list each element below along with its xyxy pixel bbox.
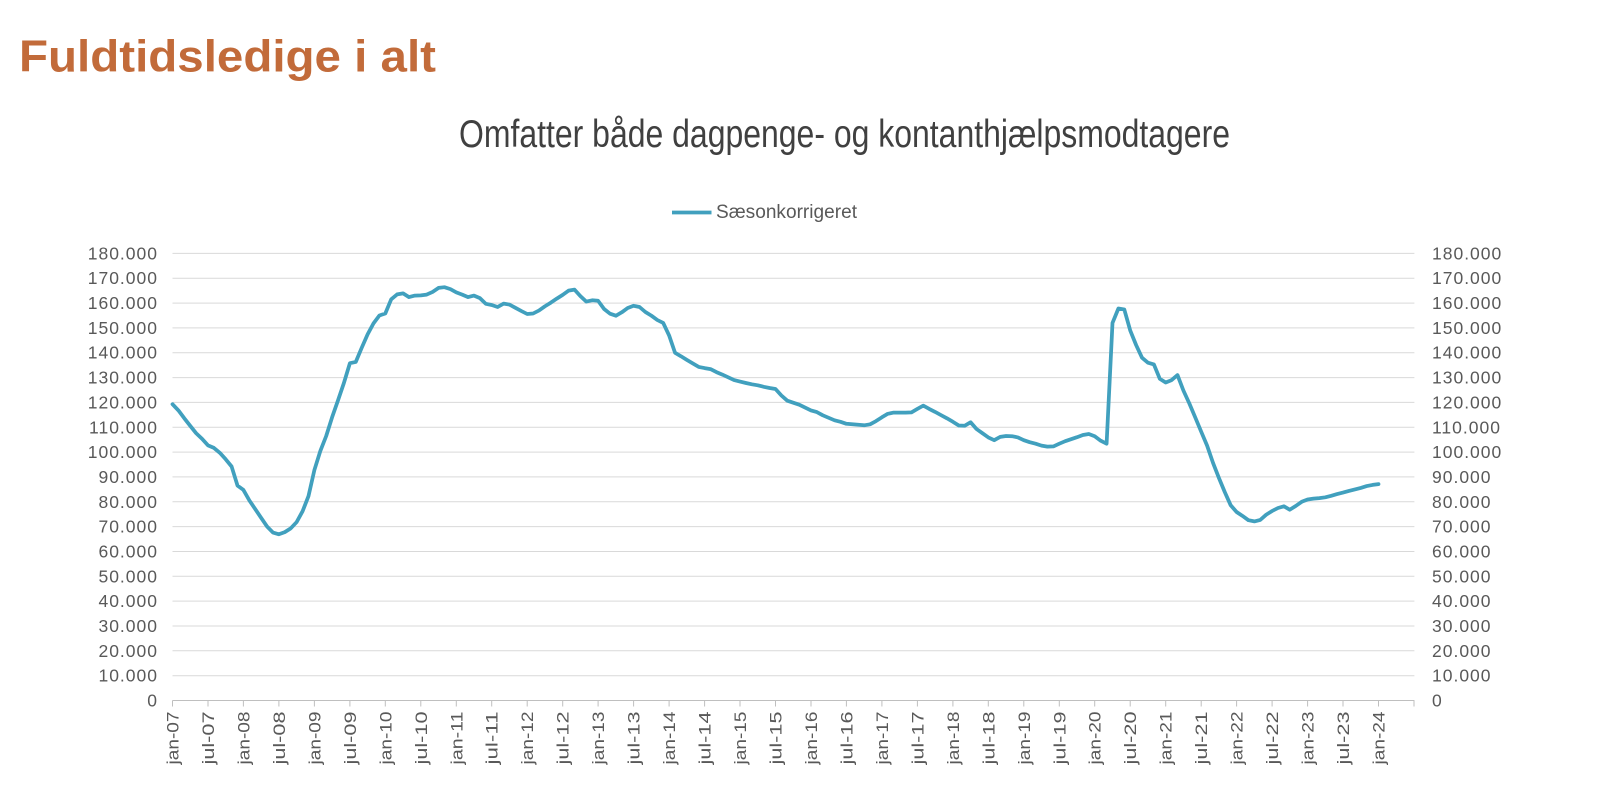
svg-text:10.000: 10.000 bbox=[1432, 666, 1492, 686]
svg-text:160.000: 160.000 bbox=[88, 293, 158, 313]
svg-text:100.000: 100.000 bbox=[88, 442, 158, 462]
svg-text:0: 0 bbox=[147, 691, 158, 711]
svg-text:60.000: 60.000 bbox=[1432, 542, 1492, 562]
svg-text:jan-09: jan-09 bbox=[306, 712, 324, 766]
svg-text:jan-14: jan-14 bbox=[661, 712, 679, 766]
svg-text:jan-07: jan-07 bbox=[165, 712, 183, 766]
svg-text:20.000: 20.000 bbox=[98, 641, 158, 661]
svg-text:jul-07: jul-07 bbox=[200, 712, 218, 766]
svg-text:jan-08: jan-08 bbox=[235, 712, 253, 766]
svg-text:jan-11: jan-11 bbox=[448, 712, 466, 766]
svg-text:jan-18: jan-18 bbox=[945, 712, 963, 766]
svg-text:jan-16: jan-16 bbox=[803, 712, 821, 766]
svg-text:0: 0 bbox=[1432, 691, 1443, 711]
svg-text:60.000: 60.000 bbox=[98, 542, 158, 562]
svg-text:jul-21: jul-21 bbox=[1193, 712, 1211, 766]
svg-text:jul-20: jul-20 bbox=[1122, 712, 1140, 766]
svg-text:Sæsonkorrigeret: Sæsonkorrigeret bbox=[716, 201, 858, 223]
svg-text:140.000: 140.000 bbox=[88, 343, 158, 363]
svg-text:120.000: 120.000 bbox=[88, 392, 158, 412]
svg-text:jan-20: jan-20 bbox=[1087, 712, 1105, 766]
svg-text:10.000: 10.000 bbox=[98, 666, 158, 686]
svg-text:50.000: 50.000 bbox=[98, 566, 158, 586]
svg-text:jul-17: jul-17 bbox=[909, 712, 927, 766]
svg-text:jan-24: jan-24 bbox=[1371, 712, 1389, 766]
svg-text:jan-19: jan-19 bbox=[1016, 712, 1034, 766]
svg-text:110.000: 110.000 bbox=[89, 417, 158, 437]
svg-text:jul-12: jul-12 bbox=[555, 712, 573, 766]
svg-text:jan-17: jan-17 bbox=[874, 712, 892, 766]
svg-text:jan-21: jan-21 bbox=[1158, 712, 1176, 766]
svg-text:90.000: 90.000 bbox=[1432, 467, 1492, 487]
svg-text:120.000: 120.000 bbox=[1432, 392, 1502, 412]
svg-text:90.000: 90.000 bbox=[98, 467, 158, 487]
svg-text:70.000: 70.000 bbox=[98, 517, 158, 537]
svg-text:jul-23: jul-23 bbox=[1335, 712, 1353, 766]
svg-text:150.000: 150.000 bbox=[88, 318, 158, 338]
svg-text:50.000: 50.000 bbox=[1432, 566, 1492, 586]
svg-text:jul-09: jul-09 bbox=[342, 712, 360, 766]
svg-text:180.000: 180.000 bbox=[88, 243, 158, 263]
svg-text:Fuldtidsledige i alt: Fuldtidsledige i alt bbox=[19, 33, 436, 82]
svg-text:jan-10: jan-10 bbox=[377, 712, 395, 766]
svg-text:jan-23: jan-23 bbox=[1300, 712, 1318, 766]
svg-text:170.000: 170.000 bbox=[88, 268, 158, 288]
svg-text:jul-10: jul-10 bbox=[413, 712, 431, 766]
svg-text:jul-18: jul-18 bbox=[980, 712, 998, 766]
svg-text:jul-08: jul-08 bbox=[271, 712, 289, 766]
svg-text:jul-13: jul-13 bbox=[626, 712, 644, 766]
svg-text:jan-15: jan-15 bbox=[732, 712, 750, 766]
svg-text:30.000: 30.000 bbox=[98, 616, 158, 636]
svg-text:160.000: 160.000 bbox=[1432, 293, 1502, 313]
svg-text:100.000: 100.000 bbox=[1432, 442, 1502, 462]
svg-text:20.000: 20.000 bbox=[1432, 641, 1492, 661]
svg-text:70.000: 70.000 bbox=[1432, 517, 1492, 537]
svg-text:jul-15: jul-15 bbox=[768, 712, 786, 766]
svg-text:150.000: 150.000 bbox=[1432, 318, 1502, 338]
svg-text:30.000: 30.000 bbox=[1432, 616, 1492, 636]
svg-text:jul-22: jul-22 bbox=[1264, 712, 1282, 766]
svg-text:Omfatter både dagpenge- og kon: Omfatter både dagpenge- og kontanthjælps… bbox=[459, 113, 1230, 156]
svg-text:jan-13: jan-13 bbox=[590, 712, 608, 766]
svg-text:jul-14: jul-14 bbox=[697, 712, 715, 766]
svg-text:jan-22: jan-22 bbox=[1229, 712, 1247, 766]
svg-text:jul-16: jul-16 bbox=[838, 712, 856, 766]
svg-text:110.000: 110.000 bbox=[1432, 417, 1501, 437]
svg-text:180.000: 180.000 bbox=[1432, 243, 1502, 263]
svg-text:40.000: 40.000 bbox=[98, 591, 158, 611]
svg-text:40.000: 40.000 bbox=[1432, 591, 1492, 611]
svg-text:jul-19: jul-19 bbox=[1051, 712, 1069, 766]
svg-text:80.000: 80.000 bbox=[98, 492, 158, 512]
svg-text:130.000: 130.000 bbox=[88, 368, 158, 388]
svg-text:80.000: 80.000 bbox=[1432, 492, 1492, 512]
svg-text:140.000: 140.000 bbox=[1432, 343, 1502, 363]
svg-text:170.000: 170.000 bbox=[1432, 268, 1502, 288]
svg-text:jan-12: jan-12 bbox=[519, 712, 537, 766]
svg-text:130.000: 130.000 bbox=[1432, 368, 1502, 388]
svg-text:jul-11: jul-11 bbox=[484, 712, 502, 766]
